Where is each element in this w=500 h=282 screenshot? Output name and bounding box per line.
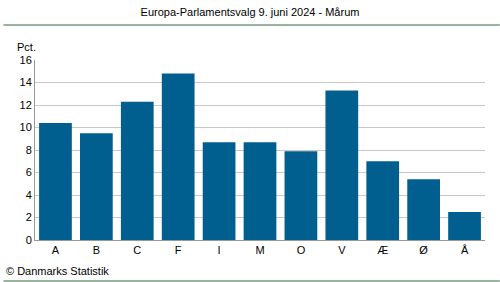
svg-text:© Danmarks Statistik: © Danmarks Statistik (6, 265, 109, 277)
svg-text:A: A (52, 244, 60, 256)
svg-text:V: V (338, 244, 346, 256)
svg-text:Ø: Ø (419, 244, 428, 256)
svg-text:2: 2 (26, 211, 32, 223)
svg-text:I: I (218, 244, 221, 256)
svg-text:4: 4 (26, 189, 32, 201)
svg-text:F: F (175, 244, 182, 256)
svg-text:Å: Å (461, 244, 469, 256)
svg-text:10: 10 (20, 121, 32, 133)
svg-text:O: O (297, 244, 306, 256)
svg-text:Æ: Æ (377, 244, 388, 256)
svg-text:12: 12 (20, 99, 32, 111)
svg-text:Pct.: Pct. (17, 41, 36, 53)
svg-text:C: C (133, 244, 141, 256)
svg-text:B: B (93, 244, 100, 256)
svg-text:16: 16 (20, 54, 32, 66)
svg-text:6: 6 (26, 166, 32, 178)
svg-text:Europa-Parlamentsvalg 9. juni: Europa-Parlamentsvalg 9. juni 2024 - Mår… (141, 6, 360, 18)
svg-text:8: 8 (26, 144, 32, 156)
svg-text:M: M (255, 244, 264, 256)
svg-text:0: 0 (26, 234, 32, 246)
svg-text:14: 14 (20, 76, 32, 88)
